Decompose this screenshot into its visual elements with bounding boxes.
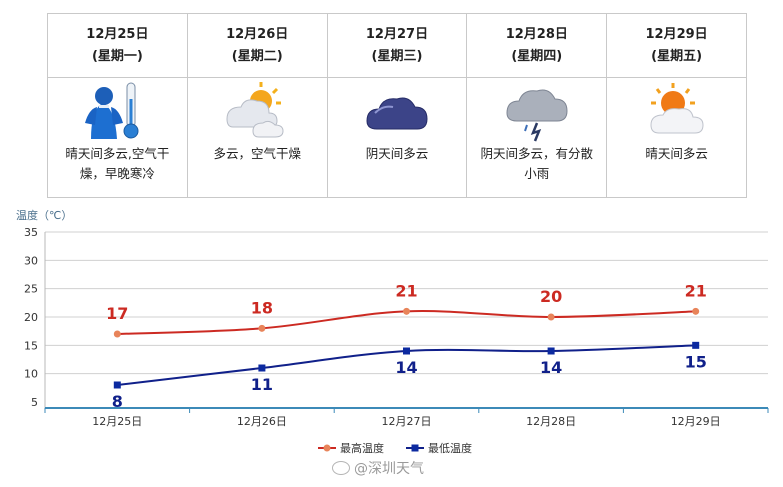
y-tick-label: 35	[24, 226, 38, 239]
y-tick-label: 20	[24, 311, 38, 324]
clear-cold-person-thermometer-icon	[48, 78, 187, 144]
temperature-chart: 温度（℃） 5 10 15 20 25 30 35 12月25日 12月26日 12月27日 12月2…	[16, 208, 769, 455]
day-date: 12月27日	[365, 26, 429, 42]
data-label: 18	[251, 298, 273, 317]
day-header: 12月25日 (星期一)	[48, 14, 187, 78]
day-weekday: (星期五)	[651, 48, 703, 64]
day-date: 12月29日	[645, 26, 708, 42]
forecast-day: 12月29日 (星期五) 晴天间多云	[607, 14, 746, 197]
x-tick-label: 12月29日	[671, 415, 721, 428]
legend-marker	[323, 444, 331, 452]
data-label: 8	[112, 392, 123, 411]
y-tick-label: 10	[24, 368, 38, 381]
data-label: 14	[395, 358, 417, 377]
y-tick-label: 5	[31, 396, 38, 409]
x-tick-label: 12月28日	[526, 415, 576, 428]
partly-cloudy-icon	[188, 78, 327, 144]
day-description: 多云，空气干燥	[213, 146, 301, 161]
day-weekday: (星期四)	[511, 48, 563, 64]
sun-cloud-icon	[607, 78, 746, 144]
data-label: 17	[106, 304, 128, 323]
legend-label: 最高温度	[340, 441, 384, 455]
watermark-text: @深圳天气	[354, 461, 424, 477]
day-description: 晴天间多云	[645, 146, 708, 161]
legend-label: 最低温度	[428, 441, 472, 455]
data-point	[113, 330, 121, 338]
day-date: 12月25日	[86, 26, 149, 42]
day-header: 12月28日 (星期四)	[467, 14, 607, 78]
day-weekday: (星期二)	[231, 48, 283, 64]
legend-marker	[411, 444, 419, 452]
data-point	[403, 347, 410, 355]
data-label: 15	[685, 352, 707, 371]
overcast-cloud-icon	[328, 78, 467, 144]
data-point	[692, 307, 700, 315]
day-weekday: (星期一)	[91, 48, 143, 64]
forecast-day: 12月25日 (星期一) 晴天间多云,空气干燥，早晚寒冷	[48, 14, 188, 197]
data-label: 11	[251, 375, 273, 394]
data-label: 21	[395, 281, 417, 300]
watermark: @深圳天气	[332, 458, 424, 478]
forecast-day: 12月27日 (星期三) 阴天间多云	[327, 14, 468, 197]
cloud-rain-icon	[467, 78, 606, 144]
x-tick-label: 12月25日	[92, 415, 142, 428]
data-point	[692, 341, 700, 349]
data-label: 21	[685, 281, 707, 300]
data-point	[113, 381, 121, 389]
data-point	[258, 364, 266, 372]
data-point	[547, 313, 555, 321]
x-tick-label: 12月27日	[382, 415, 432, 428]
day-header: 12月26日 (星期二)	[187, 14, 327, 78]
forecast-day: 12月26日 (星期二) 多云，空气干燥	[187, 14, 328, 197]
forecast-day: 12月28日 (星期四) 阴天间多云，有分散小雨	[467, 14, 608, 197]
day-description: 阴天间多云	[365, 146, 429, 161]
data-point	[547, 347, 555, 355]
day-description: 晴天间多云,空气干燥，早晚寒冷	[65, 146, 170, 181]
data-point	[258, 324, 266, 332]
day-weekday: (星期三)	[371, 48, 423, 64]
y-tick-label: 30	[24, 254, 38, 267]
data-label: 14	[540, 358, 562, 377]
day-description: 阴天间多云，有分散小雨	[480, 146, 594, 181]
y-tick-label: 25	[24, 283, 38, 296]
day-header: 12月29日 (星期五)	[607, 14, 746, 78]
data-label: 20	[540, 287, 562, 306]
day-date: 12月26日	[226, 26, 289, 42]
data-point	[403, 307, 410, 315]
x-tick-label: 12月26日	[237, 415, 287, 428]
day-header: 12月27日 (星期三)	[327, 14, 467, 78]
day-date: 12月28日	[505, 26, 568, 42]
weibo-logo-icon	[332, 461, 350, 475]
forecast-table: 12月25日 (星期一) 晴天间多云,空气干燥，早晚寒冷 12月26日 (星期二) 多云，…	[47, 13, 747, 198]
y-tick-label: 15	[24, 339, 38, 352]
y-axis-title: 温度（℃）	[16, 208, 72, 222]
